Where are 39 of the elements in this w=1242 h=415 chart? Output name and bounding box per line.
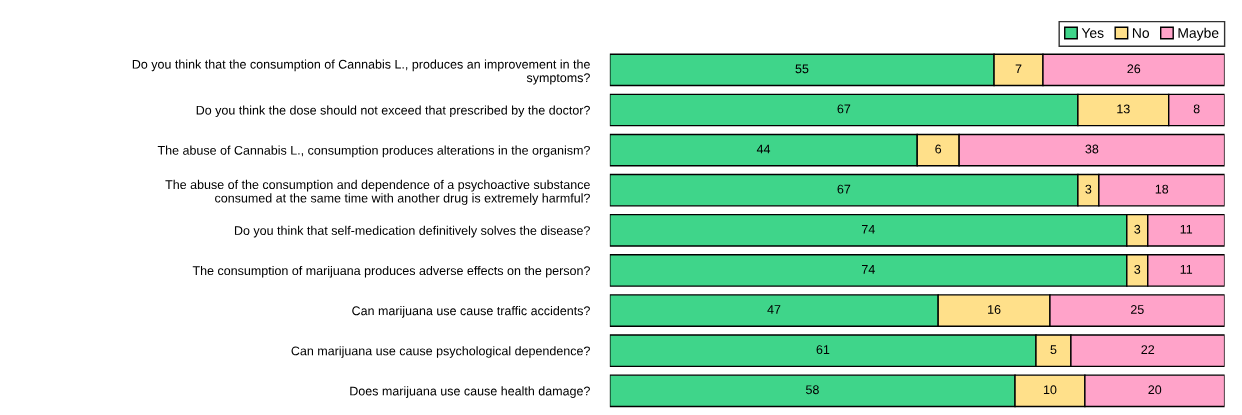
data-label: 74 — [862, 224, 875, 234]
data-label: 47 — [767, 305, 781, 314]
data-label: 3 — [1134, 264, 1141, 274]
y-tick-label: The abuse of the consumption and dependence of a psychoactive substance consumed at the same time with another drug is extremely harmful? — [165, 179, 590, 205]
legend-label: Yes — [1081, 28, 1104, 38]
data-label: 11 — [1180, 265, 1193, 274]
data-label: 74 — [862, 265, 875, 274]
data-label: 11 — [1180, 224, 1193, 234]
data-label: 26 — [1127, 64, 1141, 74]
data-label: 67 — [837, 184, 851, 194]
y-tick-label: The abuse of Cannabis L., consumption produces alterations in the organism? — [157, 145, 590, 158]
data-label: 16 — [988, 305, 1001, 314]
data-label: 22 — [1141, 345, 1155, 354]
data-label: 58 — [805, 385, 819, 395]
data-label: 67 — [837, 104, 851, 114]
y-tick-label: Do you think that self-medication definitively solves the disease? — [234, 225, 590, 238]
y-tick-label: Does marijuana use cause health damage? — [350, 386, 590, 398]
data-label: 61 — [816, 345, 830, 355]
data-label: 25 — [1130, 305, 1144, 314]
data-label: 10 — [1043, 385, 1057, 395]
data-label: 3 — [1134, 224, 1141, 234]
data-label: 20 — [1148, 385, 1162, 395]
data-label: 6 — [935, 144, 942, 154]
data-label: 7 — [1015, 64, 1022, 74]
legend-label: No — [1132, 28, 1150, 38]
data-label: 5 — [1050, 345, 1057, 355]
y-tick-label: Do you think that the consumption of Cannabis L., produces an improvement in the symptoms? — [132, 59, 590, 85]
y-tick-label: Can marijuana use cause psychological dependence? — [291, 346, 590, 358]
data-label: 8 — [1193, 104, 1200, 114]
y-tick-label: The consumption of marijuana produces adverse effects on the person? — [192, 265, 590, 278]
data-label: 55 — [795, 64, 809, 74]
data-label: 3 — [1085, 184, 1092, 194]
y-tick-label: Can marijuana use cause traffic accidents? — [352, 306, 590, 318]
data-label: 13 — [1117, 104, 1130, 114]
legend-label: Maybe — [1178, 27, 1219, 41]
data-label: 18 — [1155, 184, 1169, 194]
y-tick-label: Do you think the dose should not exceed that prescribed by the doctor? — [196, 105, 590, 118]
data-label: 38 — [1085, 144, 1099, 154]
data-label: 44 — [756, 144, 771, 154]
